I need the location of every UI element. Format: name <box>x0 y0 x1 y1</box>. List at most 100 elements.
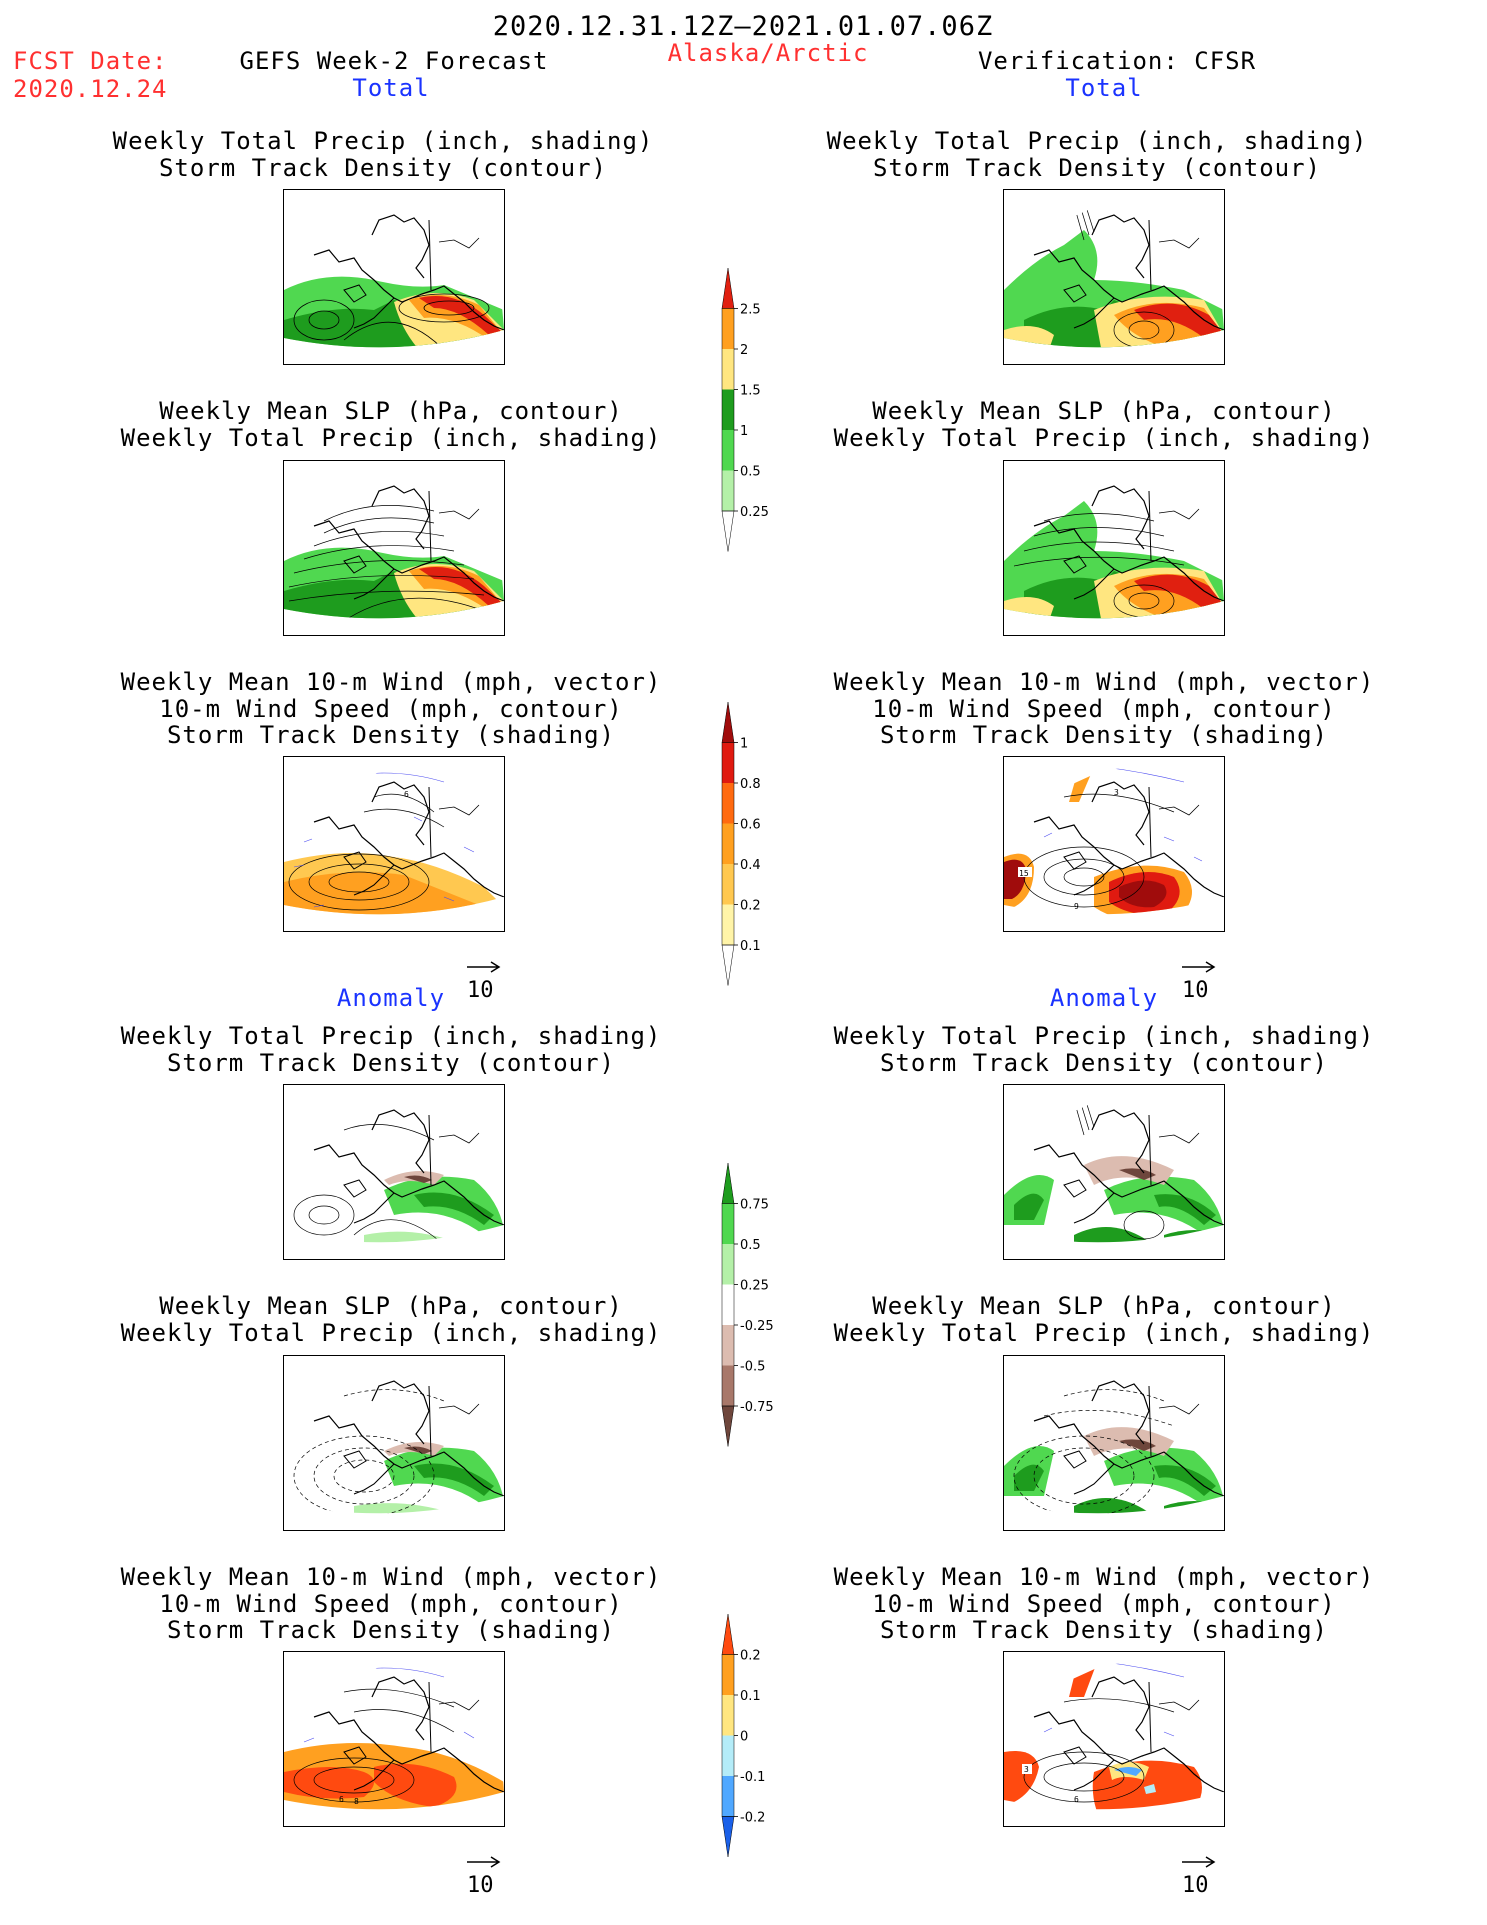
title-l4: Weekly Total Precip (inch, shading) Storm… <box>120 1022 662 1077</box>
title-r2: Weekly Mean SLP (hPa, contour) Weekly Tot… <box>833 397 1375 452</box>
map-verif-slp-precip <box>1003 460 1225 636</box>
colorbar-segment <box>722 430 734 471</box>
map-verif-wind-storm-anom: 3 6 <box>1003 1651 1225 1827</box>
forecast-title: GEFS Week-2 Forecast <box>239 47 549 75</box>
colorbar-label: 2 <box>740 343 748 358</box>
colorbar-label: 0.4 <box>740 858 761 873</box>
contour-label-e: 6 <box>339 1795 344 1804</box>
contour-label-d: 9 <box>1074 902 1079 911</box>
colorbar-segment <box>722 1365 734 1406</box>
colorbar-label: -0.2 <box>740 1811 765 1826</box>
vector-ref-r3: 10 <box>1180 955 1220 1003</box>
map-verif-precip-storm <box>1003 189 1225 365</box>
map-forecast-precip-storm <box>283 189 505 365</box>
colorbar-label: 0.2 <box>740 1649 761 1664</box>
colorbar-segment <box>722 1695 734 1736</box>
colorbar-segment <box>722 864 734 905</box>
colorbar-segment <box>722 1654 734 1695</box>
colorbar-segment <box>722 904 734 945</box>
title-l1: Weekly Total Precip (inch, shading) Storm… <box>112 127 654 182</box>
contour-label-a: 6 <box>404 790 409 799</box>
title-r1: Weekly Total Precip (inch, shading) Storm… <box>826 127 1368 182</box>
map-verif-precip-anom-storm <box>1003 1084 1225 1260</box>
map-forecast-slp-anom-precip <box>283 1355 505 1531</box>
colorbar-label: 0.8 <box>740 777 761 792</box>
colorbar-label: 0.5 <box>740 465 761 480</box>
colorbar-label: 0.1 <box>740 939 761 954</box>
contour-label-b: 15 <box>1019 869 1029 878</box>
section-total-right: Total <box>1065 74 1143 102</box>
title-r4: Weekly Total Precip (inch, shading) Storm… <box>833 1022 1375 1077</box>
colorbar-bottom-arrow <box>721 1405 735 1447</box>
contour-label-h: 6 <box>1074 1795 1079 1804</box>
fcst-label: FCST Date: <box>13 47 168 75</box>
contour-label-c: 3 <box>1114 788 1119 797</box>
colorbar-segment <box>722 1284 734 1325</box>
contour-label-f: 8 <box>354 1797 359 1806</box>
colorbar-label: 0.2 <box>740 899 761 914</box>
colorbar-segment <box>722 1244 734 1285</box>
map-forecast-wind-storm: 6 <box>283 756 505 932</box>
colorbar-segment <box>722 823 734 864</box>
fcst-date: 2020.12.24 <box>13 75 168 103</box>
colorbar-storm-anom: 0.2 0.1 0 -0.1 -0.2 <box>721 1614 765 1858</box>
colorbar-label: -0.75 <box>740 1400 774 1415</box>
colorbar-segment <box>722 1325 734 1366</box>
title-l5: Weekly Mean SLP (hPa, contour) Weekly Tot… <box>120 1292 662 1347</box>
colorbar-segment <box>722 308 734 349</box>
colorbar-precip-total: 2.5 2 1.5 1 0.5 0.25 <box>721 268 769 552</box>
colorbar-label: 0.75 <box>740 1198 769 1213</box>
vector-ref-l3: 10 <box>465 955 505 1003</box>
arrow-right-icon <box>467 1856 501 1868</box>
colorbar-label: 0.6 <box>740 818 761 833</box>
title-l3: Weekly Mean 10-m Wind (mph, vector) 10-m … <box>120 668 662 749</box>
arrow-right-icon <box>1182 961 1216 973</box>
colorbar-segment <box>722 389 734 430</box>
title-r6: Weekly Mean 10-m Wind (mph, vector) 10-m … <box>833 1563 1375 1644</box>
colorbar-segment <box>722 1776 734 1817</box>
colorbar-segment <box>722 349 734 390</box>
colorbar-top-arrow <box>721 1163 735 1204</box>
colorbar-precip-anom: 0.75 0.5 0.25 -0.25 -0.5 -0.75 <box>721 1163 774 1447</box>
date-range: 2020.12.31.12Z–2021.01.07.06Z <box>492 11 994 42</box>
vector-ref-r6: 10 <box>1180 1850 1220 1898</box>
colorbar-segment <box>722 1203 734 1244</box>
colorbar-segment <box>722 1735 734 1776</box>
colorbar-label: 1 <box>740 424 748 439</box>
section-anomaly-right: Anomaly <box>1049 984 1159 1012</box>
verification-title: Verification: CFSR <box>977 47 1257 75</box>
arrow-right-icon <box>1182 1856 1216 1868</box>
colorbar-top-arrow <box>721 1614 735 1655</box>
colorbar-label: 0 <box>740 1730 748 1745</box>
colorbar-bottom-arrow <box>721 1816 735 1858</box>
colorbar-label: 0.25 <box>740 1279 769 1294</box>
colorbar-bottom-arrow <box>721 510 735 552</box>
colorbar-top-arrow <box>721 702 735 743</box>
colorbar-segment <box>722 783 734 824</box>
title-l2: Weekly Mean SLP (hPa, contour) Weekly Tot… <box>120 397 662 452</box>
colorbar-label: 0.25 <box>740 505 769 520</box>
colorbar-segment <box>722 470 734 511</box>
colorbar-label: 0.1 <box>740 1689 761 1704</box>
section-total-left: Total <box>352 74 430 102</box>
title-l6: Weekly Mean 10-m Wind (mph, vector) 10-m … <box>120 1563 662 1644</box>
colorbar-storm-total: 1 0.8 0.6 0.4 0.2 0.1 <box>721 702 761 986</box>
contour-label-g: 3 <box>1024 1765 1029 1774</box>
map-forecast-precip-anom-storm <box>283 1084 505 1260</box>
colorbar-label: -0.25 <box>740 1319 774 1334</box>
colorbar-top-arrow <box>721 268 735 309</box>
colorbar-label: 1.5 <box>740 384 761 399</box>
title-r5: Weekly Mean SLP (hPa, contour) Weekly Tot… <box>833 1292 1375 1347</box>
colorbar-bottom-arrow <box>721 944 735 986</box>
section-anomaly-left: Anomaly <box>336 984 446 1012</box>
colorbar-label: 0.5 <box>740 1238 761 1253</box>
region-title: Alaska/Arctic <box>667 39 869 67</box>
colorbar-label: 1 <box>740 737 748 752</box>
map-verif-slp-anom-precip <box>1003 1355 1225 1531</box>
title-r3: Weekly Mean 10-m Wind (mph, vector) 10-m … <box>833 668 1375 749</box>
map-forecast-slp-precip <box>283 460 505 636</box>
colorbar-label: -0.5 <box>740 1360 765 1375</box>
arrow-right-icon <box>467 961 501 973</box>
colorbar-label: -0.1 <box>740 1770 765 1785</box>
map-forecast-wind-storm-anom: 6 8 <box>283 1651 505 1827</box>
